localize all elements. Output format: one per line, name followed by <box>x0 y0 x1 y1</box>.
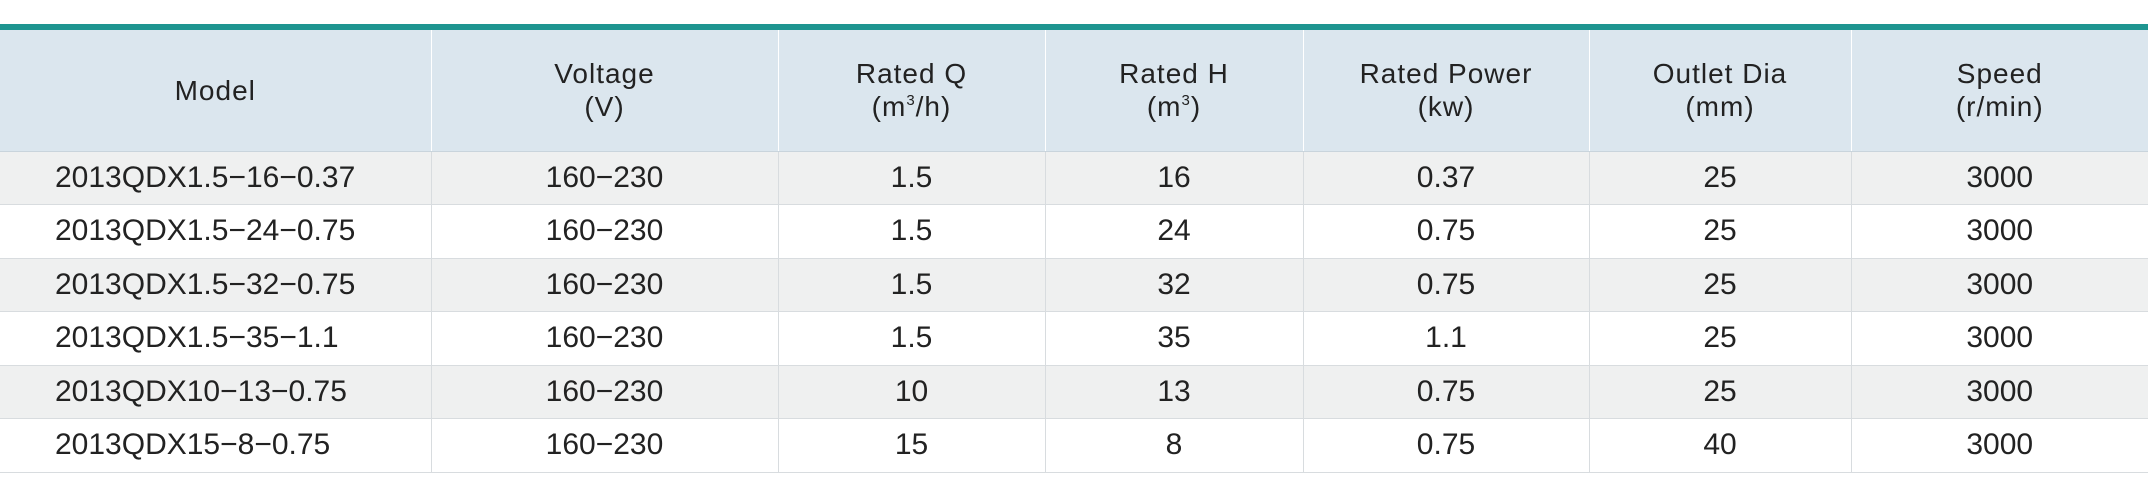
cell-rated-power: 0.75 <box>1303 258 1590 312</box>
cell-rated-power: 0.75 <box>1303 204 1590 259</box>
header-unit: (V) <box>584 91 625 123</box>
cell-speed: 3000 <box>1851 204 2148 259</box>
cell-rated-h: 16 <box>1045 151 1304 205</box>
cell-rated-h: 13 <box>1045 365 1304 419</box>
header-label: Rated H <box>1119 58 1229 90</box>
cell-rated-h: 24 <box>1045 204 1304 259</box>
cell-rated-power: 0.75 <box>1303 418 1590 473</box>
cell-outlet-dia: 25 <box>1589 204 1852 259</box>
header-label: Model <box>174 74 256 106</box>
header-outlet-dia: Outlet Dia (mm) <box>1589 30 1852 152</box>
cell-rated-q: 1.5 <box>778 258 1046 312</box>
cell-model: 2013QDX15−8−0.75 <box>0 418 432 473</box>
cell-outlet-dia: 25 <box>1589 151 1852 205</box>
cell-rated-q: 1.5 <box>778 151 1046 205</box>
cell-model: 2013QDX1.5−16−0.37 <box>0 151 432 205</box>
table-body: 2013QDX1.5−16−0.37 160−230 1.5 16 0.37 2… <box>0 151 2148 473</box>
cell-rated-power: 0.37 <box>1303 151 1590 205</box>
cell-rated-power: 0.75 <box>1303 365 1590 419</box>
header-label: Voltage <box>554 58 655 90</box>
cell-speed: 3000 <box>1851 258 2148 312</box>
cell-rated-h: 8 <box>1045 418 1304 473</box>
cell-voltage: 160−230 <box>431 418 779 473</box>
header-label: Speed <box>1956 58 2043 90</box>
cell-outlet-dia: 25 <box>1589 311 1852 366</box>
cell-rated-h: 35 <box>1045 311 1304 366</box>
header-speed: Speed (r/min) <box>1851 30 2148 152</box>
cell-model: 2013QDX1.5−32−0.75 <box>0 258 432 312</box>
table-row: 2013QDX15−8−0.75 160−230 15 8 0.75 40 30… <box>0 418 2148 473</box>
table-row: 2013QDX10−13−0.75 160−230 10 13 0.75 25 … <box>0 365 2148 419</box>
header-unit: (m3) <box>1146 91 1202 123</box>
cell-rated-q: 10 <box>778 365 1046 419</box>
cell-outlet-dia: 25 <box>1589 365 1852 419</box>
header-unit: (r/min) <box>1955 91 2044 123</box>
header-unit: (kw) <box>1417 91 1475 123</box>
cell-voltage: 160−230 <box>431 311 779 366</box>
header-label: Outlet Dia <box>1652 58 1788 90</box>
header-rated-q: Rated Q (m3/h) <box>778 30 1046 152</box>
header-rated-power: Rated Power (kw) <box>1303 30 1590 152</box>
cell-rated-q: 15 <box>778 418 1046 473</box>
cell-speed: 3000 <box>1851 418 2148 473</box>
table-row: 2013QDX1.5−32−0.75 160−230 1.5 32 0.75 2… <box>0 258 2148 312</box>
header-unit: (m3/h) <box>871 91 952 123</box>
cell-model: 2013QDX1.5−35−1.1 <box>0 311 432 366</box>
header-label: Rated Q <box>855 58 968 90</box>
cell-rated-q: 1.5 <box>778 204 1046 259</box>
top-accent-rule <box>0 24 2148 30</box>
header-unit: (mm) <box>1685 91 1755 123</box>
cell-model: 2013QDX10−13−0.75 <box>0 365 432 419</box>
header-row: Model Voltage (V) Rated Q (m3/h) Rated H… <box>0 30 2148 152</box>
cell-model: 2013QDX1.5−24−0.75 <box>0 204 432 259</box>
cell-speed: 3000 <box>1851 311 2148 366</box>
header-label: Rated Power <box>1359 58 1533 90</box>
cell-rated-q: 1.5 <box>778 311 1046 366</box>
cell-outlet-dia: 25 <box>1589 258 1852 312</box>
cell-rated-power: 1.1 <box>1303 311 1590 366</box>
cell-voltage: 160−230 <box>431 151 779 205</box>
table-row: 2013QDX1.5−35−1.1 160−230 1.5 35 1.1 25 … <box>0 311 2148 366</box>
header-model: Model <box>0 30 432 152</box>
cell-voltage: 160−230 <box>431 365 779 419</box>
table-header: Model Voltage (V) Rated Q (m3/h) Rated H… <box>0 30 2148 152</box>
cell-voltage: 160−230 <box>431 258 779 312</box>
cell-outlet-dia: 40 <box>1589 418 1852 473</box>
cell-rated-h: 32 <box>1045 258 1304 312</box>
cell-speed: 3000 <box>1851 151 2148 205</box>
table-row: 2013QDX1.5−24−0.75 160−230 1.5 24 0.75 2… <box>0 204 2148 259</box>
cell-voltage: 160−230 <box>431 204 779 259</box>
header-rated-h: Rated H (m3) <box>1045 30 1304 152</box>
table-row: 2013QDX1.5−16−0.37 160−230 1.5 16 0.37 2… <box>0 151 2148 205</box>
header-voltage: Voltage (V) <box>431 30 779 152</box>
pump-spec-table: Model Voltage (V) Rated Q (m3/h) Rated H… <box>0 30 2148 473</box>
cell-speed: 3000 <box>1851 365 2148 419</box>
